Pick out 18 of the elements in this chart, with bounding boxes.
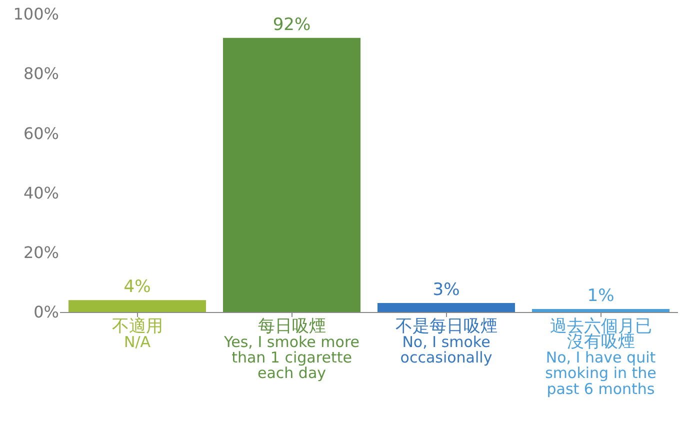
x-tick-label: 不是每日吸煙 No, I smoke occasionally [395,316,498,367]
x-tick-label: 不適用 N/A [112,316,163,351]
data-label: 1% [587,286,614,306]
bar [223,38,360,312]
bar [378,303,515,312]
x-tick-label: 每日吸煙 Yes, I smoke more than 1 cigarette each day [222,316,360,382]
bar [532,309,670,312]
data-label: 4% [124,277,151,298]
data-label: 3% [432,280,460,300]
y-tick-label: 60% [23,124,59,143]
y-tick-label: 80% [23,64,59,84]
y-tick-label: 20% [23,243,59,262]
bar [68,300,206,312]
data-label: 92% [272,14,311,35]
y-tick-label: 100% [13,4,59,24]
y-tick-label: 0% [34,302,59,322]
x-tick-label: 過去六個月已沒有吸煙 No, I have quit smoking in the past 6 months [545,316,656,398]
y-tick-label: 40% [23,183,59,202]
